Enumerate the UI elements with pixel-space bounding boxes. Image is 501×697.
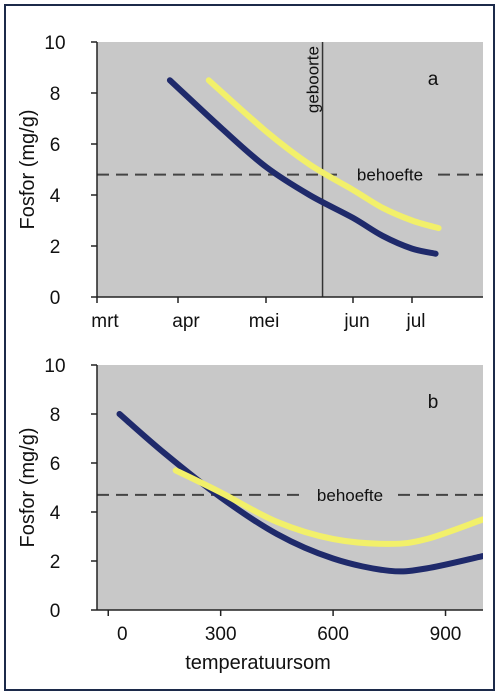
- panel-b-requirement-label: behoefte: [317, 486, 383, 505]
- panel-b-y-tick-label-4: 4: [50, 503, 61, 524]
- panel-a-y-axis-title: Fosfor (mg/g): [17, 109, 39, 229]
- panel-a-x-tick-label-jul: jul: [405, 311, 425, 332]
- panel-b-y-tick-label-2: 2: [50, 552, 61, 573]
- panel-b-y-tick-label-0: 0: [50, 601, 61, 622]
- panel-a-x-tick-label-apr: apr: [172, 311, 200, 332]
- panel-b-series-blue-line: [116, 411, 483, 575]
- panel-a-series-blue-line: [166, 77, 439, 257]
- panel-a-y-tick-label-6: 6: [50, 135, 61, 156]
- panel-a-y-tick-label-2: 2: [50, 237, 61, 258]
- panel-b-x-axis-title: temperatuursom: [185, 652, 331, 674]
- panel-b-x-tick-label-0: 0: [117, 624, 128, 645]
- panel-b-plot-area: [97, 365, 483, 610]
- panel-a-plot-area: [97, 42, 483, 297]
- panel-b-y-tick-label-6: 6: [50, 454, 61, 475]
- panel-b-x-tick-label-600: 600: [317, 624, 349, 645]
- panel-a-y-tick-label-10: 10: [44, 33, 65, 54]
- panel-b-x-tick-label-300: 300: [205, 624, 237, 645]
- panel-a-letter: a: [428, 69, 439, 90]
- panel-a-x-tick-label-jun: jun: [343, 311, 369, 332]
- panel-a-y-tick-label-4: 4: [50, 186, 61, 207]
- panel-a-series-yellow-line: [205, 77, 442, 232]
- panel-b-y-tick-label-10: 10: [44, 356, 65, 377]
- panel-b-y-tick-label-8: 8: [50, 405, 61, 426]
- panel-a-requirement-label: behoefte: [357, 166, 423, 185]
- panel-a-x-tick-label-mei: mei: [249, 311, 280, 332]
- panel-b-letter: b: [428, 392, 439, 413]
- panel-a-birth-label: geboorte: [304, 46, 323, 113]
- panel-a-y-tick-label-8: 8: [50, 84, 61, 105]
- panel-b-y-axis-title: Fosfor (mg/g): [17, 427, 39, 547]
- panel-b-x-tick-label-900: 900: [430, 624, 462, 645]
- panel-b-series-yellow-line: [172, 467, 483, 547]
- panel-a-x-tick-label-mrt: mrt: [91, 311, 119, 332]
- panel-a-y-tick-label-0: 0: [50, 288, 61, 309]
